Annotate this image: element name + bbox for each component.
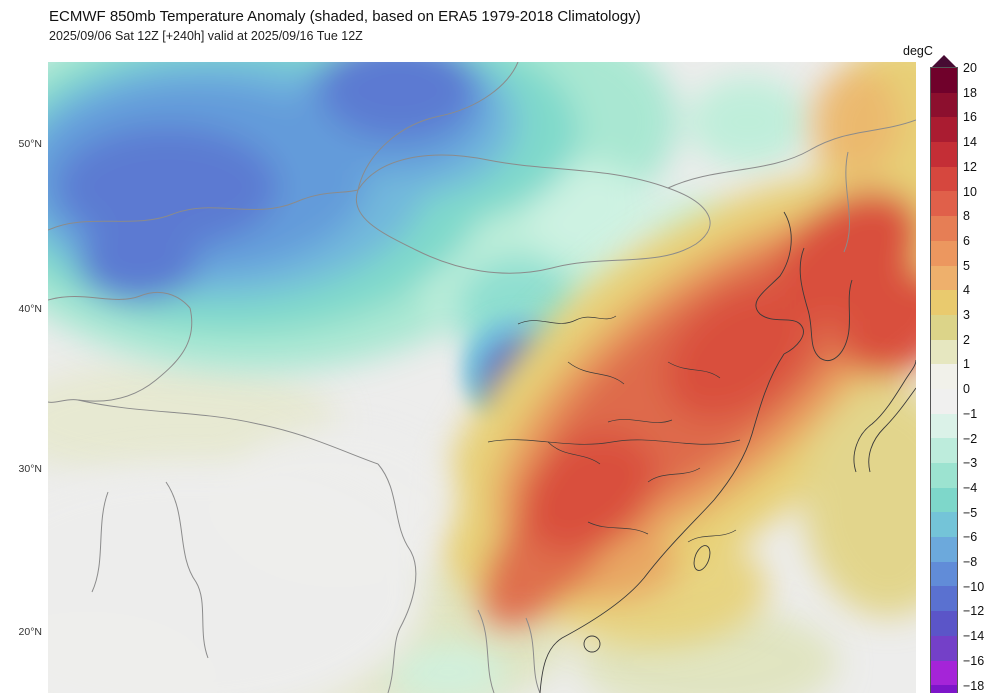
colorbar-tick-label: −10 bbox=[963, 579, 985, 594]
colorbar-segment bbox=[931, 611, 957, 636]
colorbar-segment bbox=[931, 438, 957, 463]
latitude-label: 50°N bbox=[18, 138, 42, 150]
colorbar-segment bbox=[931, 216, 957, 241]
colorbar-tick-label: 18 bbox=[963, 85, 977, 100]
province-borders bbox=[487, 315, 741, 543]
colorbar-extend-arrow-icon bbox=[931, 55, 957, 68]
colorbar-tick-label: −1 bbox=[963, 406, 978, 421]
colorbar-tick-label: 5 bbox=[963, 258, 970, 273]
colorbar-tick-label: −14 bbox=[963, 629, 985, 644]
colorbar-tick-label: −18 bbox=[963, 678, 985, 693]
map-area bbox=[48, 62, 916, 693]
colorbar-segment bbox=[931, 512, 957, 538]
colorbar-tick-label: −6 bbox=[963, 530, 978, 545]
colorbar-segment bbox=[931, 364, 957, 389]
colorbar-segment bbox=[931, 487, 957, 513]
country-borders bbox=[48, 62, 916, 693]
colorbar-tick-label: 0 bbox=[963, 382, 970, 397]
chart-subtitle: 2025/09/06 Sat 12Z [+240h] valid at 2025… bbox=[49, 29, 363, 43]
colorbar-tick-label: −8 bbox=[963, 555, 978, 569]
colorbar-tick-label: −16 bbox=[963, 653, 985, 668]
colorbar-segment bbox=[931, 586, 957, 612]
colorbar-tick-label: 10 bbox=[963, 184, 977, 199]
colorbar-tick-label: 20 bbox=[963, 61, 977, 75]
colorbar-segment bbox=[931, 117, 957, 143]
coastlines bbox=[539, 211, 916, 693]
cold-anomaly-shading bbox=[48, 62, 808, 693]
colorbar-segment bbox=[931, 240, 957, 266]
colorbar-segment bbox=[931, 685, 957, 693]
chart-title: ECMWF 850mb Temperature Anomaly (shaded,… bbox=[49, 8, 641, 25]
colorbar-tick-label: 4 bbox=[963, 283, 970, 298]
colorbar-segment bbox=[931, 265, 957, 291]
colorbar-segment bbox=[931, 290, 957, 315]
neutral-south-overlay bbox=[48, 427, 458, 693]
colorbar-segment bbox=[931, 388, 957, 414]
anomaly-map bbox=[48, 62, 916, 693]
colorbar-segment bbox=[931, 92, 957, 118]
colorbar-segment bbox=[931, 537, 957, 562]
colorbar-tick-label: −5 bbox=[963, 505, 978, 520]
colorbar-segment bbox=[931, 314, 957, 340]
latitude-label: 40°N bbox=[18, 303, 42, 315]
latitude-label: 20°N bbox=[18, 626, 42, 638]
colorbar-tick-label: −2 bbox=[963, 431, 978, 446]
colorbar-segment bbox=[931, 142, 957, 167]
colorbar-segment bbox=[931, 660, 957, 686]
colorbar-tick-label: 12 bbox=[963, 159, 977, 174]
colorbar-segment bbox=[931, 191, 957, 217]
colorbar-tick-label: 6 bbox=[963, 233, 970, 248]
latitude-axis: 50°N 40°N 30°N 20°N bbox=[0, 0, 44, 693]
colorbar-unit-label: degC bbox=[903, 44, 933, 58]
colorbar-tick-label: 8 bbox=[963, 209, 970, 224]
colorbar-segment bbox=[931, 166, 957, 192]
colorbar-segment bbox=[931, 561, 957, 587]
colorbar-tick-label: 1 bbox=[963, 357, 970, 372]
colorbar-segment bbox=[931, 68, 957, 93]
colorbar-segment bbox=[931, 413, 957, 439]
colorbar bbox=[930, 66, 958, 693]
colorbar-tick-label: 16 bbox=[963, 110, 977, 125]
colorbar-segment bbox=[931, 339, 957, 365]
colorbar-tick-label: −3 bbox=[963, 456, 978, 471]
colorbar-segment bbox=[931, 463, 957, 488]
warm-anomaly-shading bbox=[436, 62, 916, 647]
colorbar-segment bbox=[931, 635, 957, 661]
colorbar-tick-label: 14 bbox=[963, 135, 977, 150]
colorbar-tick-label: −12 bbox=[963, 604, 985, 619]
colorbar-tick-label: 3 bbox=[963, 308, 970, 322]
latitude-label: 30°N bbox=[18, 463, 42, 475]
colorbar-tick-label: 2 bbox=[963, 332, 970, 347]
colorbar-tick-label: −4 bbox=[963, 480, 978, 495]
